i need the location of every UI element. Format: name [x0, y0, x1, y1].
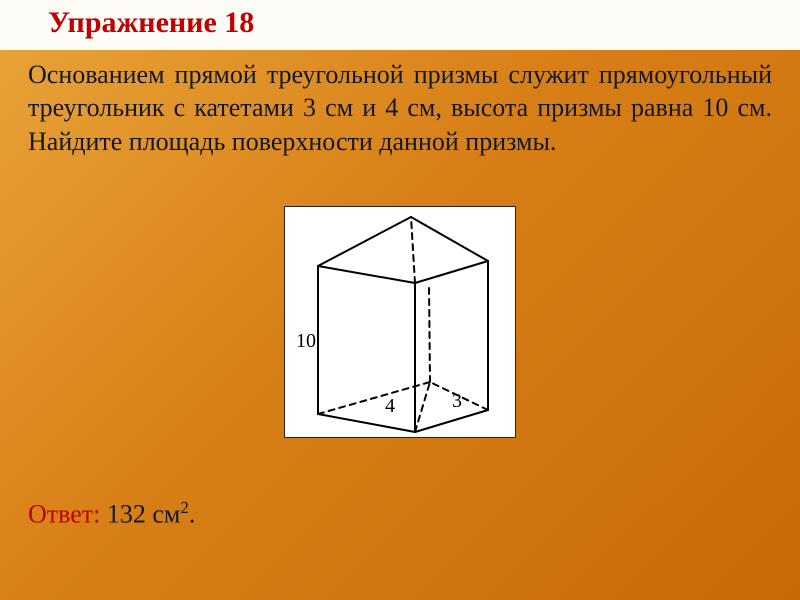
svg-text:4: 4: [385, 395, 395, 417]
answer-line: Ответ: 132 см2.: [28, 498, 195, 530]
answer-label: Ответ:: [28, 500, 100, 529]
svg-text:10: 10: [296, 330, 316, 352]
answer-exponent: 2: [180, 498, 188, 517]
svg-text:3: 3: [452, 390, 462, 412]
answer-suffix: .: [189, 500, 196, 529]
prism-figure: 10 4 3: [284, 206, 516, 438]
problem-text: Основанием прямой треугольной призмы слу…: [28, 58, 772, 158]
slide-title: Упражнение 18: [48, 6, 254, 40]
answer-value: 132 см: [107, 500, 181, 529]
